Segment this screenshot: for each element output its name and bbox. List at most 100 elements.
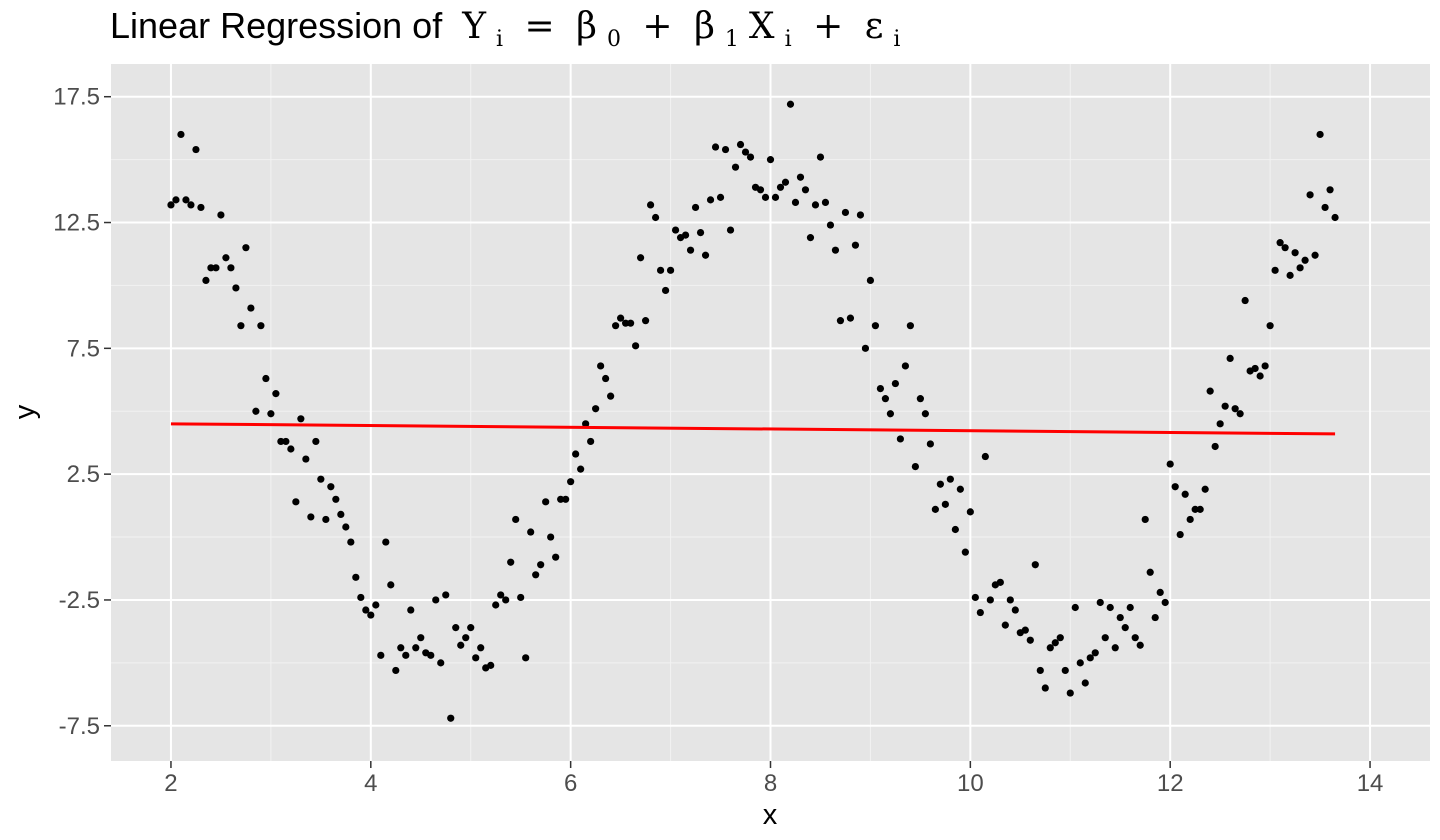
data-point-89 xyxy=(612,322,620,330)
data-point-62 xyxy=(477,644,485,652)
data-point-46 xyxy=(397,644,405,652)
data-point-73 xyxy=(532,571,540,579)
data-point-233 xyxy=(1331,213,1339,222)
data-point-107 xyxy=(701,251,710,259)
data-point-175 xyxy=(1041,684,1049,692)
data-point-134 xyxy=(836,317,845,325)
data-point-187 xyxy=(1101,634,1109,642)
chart-title-y: Y xyxy=(461,6,487,47)
data-point-118 xyxy=(756,186,765,194)
y-tick-label-0: -7.5 xyxy=(59,713,100,740)
data-point-150 xyxy=(916,395,924,403)
data-point-115 xyxy=(741,148,750,156)
data-point-197 xyxy=(1151,613,1159,622)
data-point-167 xyxy=(1001,621,1009,629)
data-point-132 xyxy=(826,221,835,229)
data-point-229 xyxy=(1311,251,1319,259)
data-point-61 xyxy=(472,654,480,662)
data-point-135 xyxy=(841,208,850,217)
data-point-108 xyxy=(706,196,715,204)
data-point-176 xyxy=(1046,644,1054,652)
data-point-99 xyxy=(661,286,670,295)
data-point-186 xyxy=(1096,598,1104,607)
chart-title-beta0: β xyxy=(576,6,597,47)
y-tick-label-4: 12.5 xyxy=(53,210,100,237)
data-point-158 xyxy=(956,485,964,493)
y-tick-label-1: -2.5 xyxy=(59,587,100,614)
data-point-127 xyxy=(801,186,810,194)
data-point-85 xyxy=(592,405,600,413)
data-point-124 xyxy=(786,100,795,108)
data-point-103 xyxy=(681,231,690,239)
data-point-188 xyxy=(1106,603,1114,612)
data-point-81 xyxy=(572,450,580,458)
chart-title-x: X xyxy=(749,6,775,47)
data-point-40 xyxy=(367,611,375,619)
data-point-182 xyxy=(1076,659,1084,667)
data-point-32 xyxy=(327,483,335,491)
data-point-212 xyxy=(1226,354,1234,363)
data-point-153 xyxy=(931,505,939,513)
data-point-195 xyxy=(1141,515,1149,524)
data-point-54 xyxy=(437,659,445,667)
data-point-15 xyxy=(242,244,250,252)
data-point-83 xyxy=(582,420,590,428)
data-point-149 xyxy=(911,462,919,471)
data-point-120 xyxy=(766,156,775,164)
data-point-113 xyxy=(731,163,740,171)
data-point-91 xyxy=(622,319,630,327)
data-point-87 xyxy=(602,374,610,383)
data-point-20 xyxy=(267,410,275,418)
data-point-86 xyxy=(597,362,605,370)
data-point-36 xyxy=(347,538,355,546)
chart-title-epsilon: ε xyxy=(865,6,884,47)
data-point-67 xyxy=(502,596,510,604)
data-point-147 xyxy=(901,362,909,370)
data-point-228 xyxy=(1306,191,1314,199)
data-point-152 xyxy=(926,440,934,448)
data-point-79 xyxy=(562,495,570,503)
data-point-230 xyxy=(1316,130,1324,139)
data-point-55 xyxy=(442,591,450,599)
data-point-97 xyxy=(651,213,660,222)
data-point-47 xyxy=(402,651,410,659)
data-point-231 xyxy=(1321,203,1329,212)
data-point-93 xyxy=(632,342,640,350)
data-point-189 xyxy=(1111,644,1119,652)
data-point-227 xyxy=(1301,256,1309,264)
data-point-225 xyxy=(1291,249,1299,257)
data-point-173 xyxy=(1031,561,1039,569)
data-point-35 xyxy=(342,523,350,531)
chart-title-plus-1: + xyxy=(631,6,684,47)
data-point-78 xyxy=(557,495,565,503)
data-point-71 xyxy=(522,654,530,662)
data-point-125 xyxy=(791,198,800,206)
data-point-56 xyxy=(447,714,455,722)
data-point-196 xyxy=(1146,568,1154,576)
data-point-140 xyxy=(866,276,875,284)
data-point-6 xyxy=(197,203,205,212)
data-point-119 xyxy=(761,193,770,201)
data-point-172 xyxy=(1026,636,1034,644)
data-point-33 xyxy=(332,495,340,503)
data-point-76 xyxy=(547,533,555,541)
data-point-213 xyxy=(1231,405,1239,413)
data-point-199 xyxy=(1161,598,1169,607)
data-point-109 xyxy=(711,143,720,151)
data-point-179 xyxy=(1061,666,1069,675)
data-point-104 xyxy=(686,246,695,254)
data-point-217 xyxy=(1251,364,1259,373)
data-point-143 xyxy=(881,395,890,403)
data-point-193 xyxy=(1131,634,1139,642)
data-point-146 xyxy=(896,435,905,443)
data-point-65 xyxy=(492,601,500,609)
chart-title-beta0-sub: 0 xyxy=(607,27,621,52)
data-point-94 xyxy=(636,254,645,262)
data-point-48 xyxy=(407,606,415,614)
y-tick-label-5: 17.5 xyxy=(53,84,100,111)
data-point-159 xyxy=(961,548,969,556)
data-point-163 xyxy=(981,452,989,461)
data-point-3 xyxy=(182,196,190,204)
data-point-0 xyxy=(167,201,175,209)
data-point-5 xyxy=(192,145,200,154)
